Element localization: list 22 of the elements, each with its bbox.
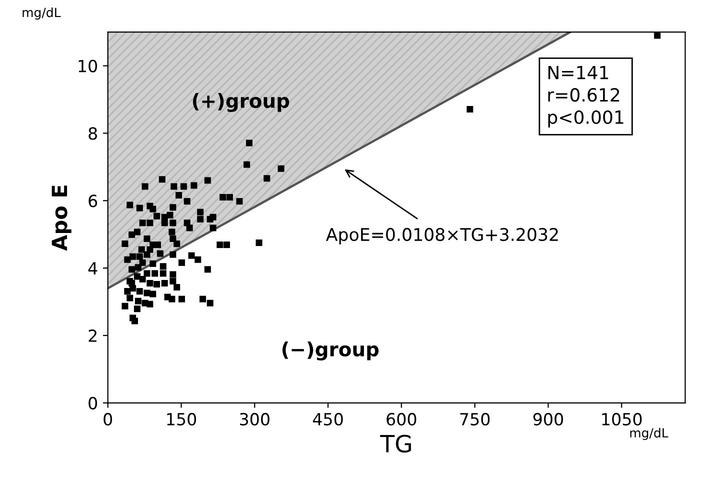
text: mg/dL bbox=[630, 428, 668, 440]
x-tick-label: 600 bbox=[386, 412, 416, 426]
annotation: (−)group bbox=[282, 342, 379, 360]
annotation: (+)group bbox=[192, 93, 290, 112]
x-tick-label: 300 bbox=[240, 412, 270, 426]
x-axis-title: TG bbox=[380, 434, 411, 453]
x-tick-label: 900 bbox=[533, 412, 564, 426]
y-tick-label: 10 bbox=[78, 60, 98, 72]
y-tick-label: 2 bbox=[88, 329, 96, 342]
y-tick-label: 6 bbox=[88, 194, 98, 208]
y-tick-label: 8 bbox=[88, 127, 97, 140]
x-tick-label: 1050 bbox=[602, 412, 642, 426]
x-tick-label: 450 bbox=[312, 412, 343, 426]
x-tick-label: 750 bbox=[460, 412, 490, 426]
x-tick-label: 0 bbox=[104, 412, 112, 426]
y-tick-label: 4 bbox=[88, 262, 98, 274]
text: mg/dL bbox=[22, 8, 61, 20]
y-tick-label: 0 bbox=[88, 396, 98, 410]
annotation: N=141 r=0.612 p<0.001 bbox=[548, 66, 624, 128]
y-axis-title: Apo E bbox=[52, 186, 72, 251]
annotation: ApoE=0.0108×TG+3.2032 bbox=[326, 228, 558, 244]
x-tick-label: 150 bbox=[167, 412, 196, 426]
